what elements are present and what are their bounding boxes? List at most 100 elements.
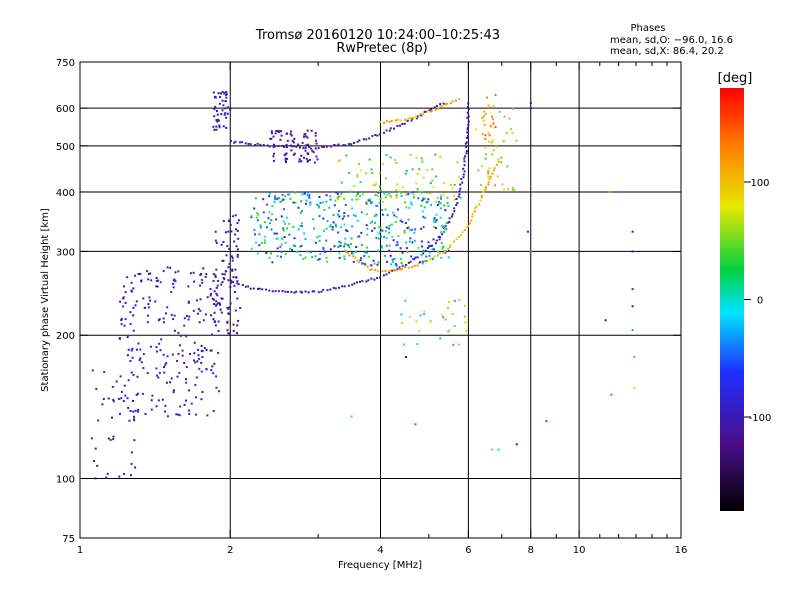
data-point: [395, 161, 398, 164]
data-point: [309, 201, 312, 204]
data-point: [388, 271, 391, 274]
data-point: [460, 234, 463, 236]
data-point: [263, 235, 266, 238]
data-point: [177, 413, 180, 416]
data-point: [442, 251, 445, 254]
data-point: [319, 201, 322, 204]
data-point: [230, 279, 233, 282]
data-point: [236, 229, 239, 232]
data-point: [139, 348, 142, 351]
data-point: [466, 116, 469, 119]
data-point: [438, 202, 441, 205]
data-point: [298, 160, 301, 163]
data-point: [127, 406, 130, 409]
data-point: [332, 221, 335, 224]
data-point: [163, 321, 165, 324]
data-point: [385, 244, 388, 247]
data-point: [172, 286, 175, 289]
data-point: [354, 215, 357, 218]
y-axis-label: Stationary phase Virtual Height [km]: [40, 208, 51, 392]
data-point: [215, 303, 218, 306]
data-point: [236, 255, 239, 258]
data-point: [457, 343, 460, 346]
data-point: [388, 231, 391, 234]
data-point: [451, 213, 454, 216]
data-point: [158, 342, 161, 345]
data-point: [342, 144, 345, 147]
data-point: [399, 119, 402, 122]
data-point: [183, 403, 186, 406]
data-point: [333, 144, 335, 147]
data-point: [488, 106, 491, 109]
data-point: [325, 239, 328, 242]
data-point: [289, 197, 292, 200]
data-point: [237, 237, 240, 240]
data-point: [300, 210, 303, 212]
data-point: [224, 112, 227, 115]
data-point: [276, 197, 279, 200]
data-point: [271, 205, 274, 208]
data-point: [215, 300, 218, 303]
data-point: [399, 192, 402, 195]
data-point: [281, 194, 284, 196]
data-point: [271, 213, 274, 216]
data-point: [438, 238, 441, 241]
data-point: [94, 447, 97, 450]
data-point: [434, 200, 437, 203]
data-point: [273, 201, 276, 203]
data-point: [474, 207, 477, 210]
data-point: [462, 176, 465, 179]
data-point: [217, 330, 220, 332]
data-point: [385, 177, 387, 180]
data-point: [442, 102, 445, 105]
data-point: [309, 251, 312, 254]
data-point: [96, 464, 99, 467]
data-point: [401, 251, 404, 254]
data-point: [223, 273, 226, 276]
data-point: [387, 270, 390, 273]
data-point: [502, 140, 505, 143]
data-point: [529, 250, 532, 253]
data-point: [284, 159, 287, 161]
data-point: [213, 128, 216, 131]
data-point: [529, 102, 532, 104]
data-point: [280, 134, 283, 137]
data-point: [365, 172, 368, 175]
data-point: [211, 297, 214, 300]
data-point: [397, 208, 400, 211]
data-point: [356, 140, 359, 143]
data-point: [407, 226, 410, 229]
data-point: [274, 290, 277, 293]
data-point: [349, 190, 352, 193]
data-point: [421, 245, 424, 248]
data-point: [500, 161, 503, 164]
data-point: [394, 159, 397, 161]
data-point: [318, 215, 321, 218]
data-point: [384, 230, 387, 232]
data-point: [369, 198, 372, 201]
data-point: [176, 375, 179, 378]
data-point: [244, 285, 247, 288]
data-point: [148, 272, 150, 275]
data-point: [130, 462, 133, 465]
data-point: [210, 292, 213, 295]
data-point: [467, 120, 470, 123]
data-point: [354, 256, 357, 259]
data-point: [279, 201, 282, 203]
data-point: [439, 155, 442, 158]
data-point: [107, 437, 110, 440]
data-point: [435, 226, 437, 229]
data-point: [266, 203, 269, 206]
data-point: [545, 420, 548, 423]
data-point: [237, 319, 240, 322]
data-point: [437, 107, 440, 110]
legend-line-o: mean, sd,O: −96.0, 16.6: [610, 35, 733, 46]
data-point: [358, 235, 361, 238]
data-point: [201, 281, 204, 284]
data-point: [299, 146, 301, 149]
data-point: [471, 212, 474, 215]
data-point: [282, 198, 285, 201]
data-point: [313, 290, 316, 293]
data-point: [355, 194, 358, 197]
data-point: [458, 98, 460, 100]
